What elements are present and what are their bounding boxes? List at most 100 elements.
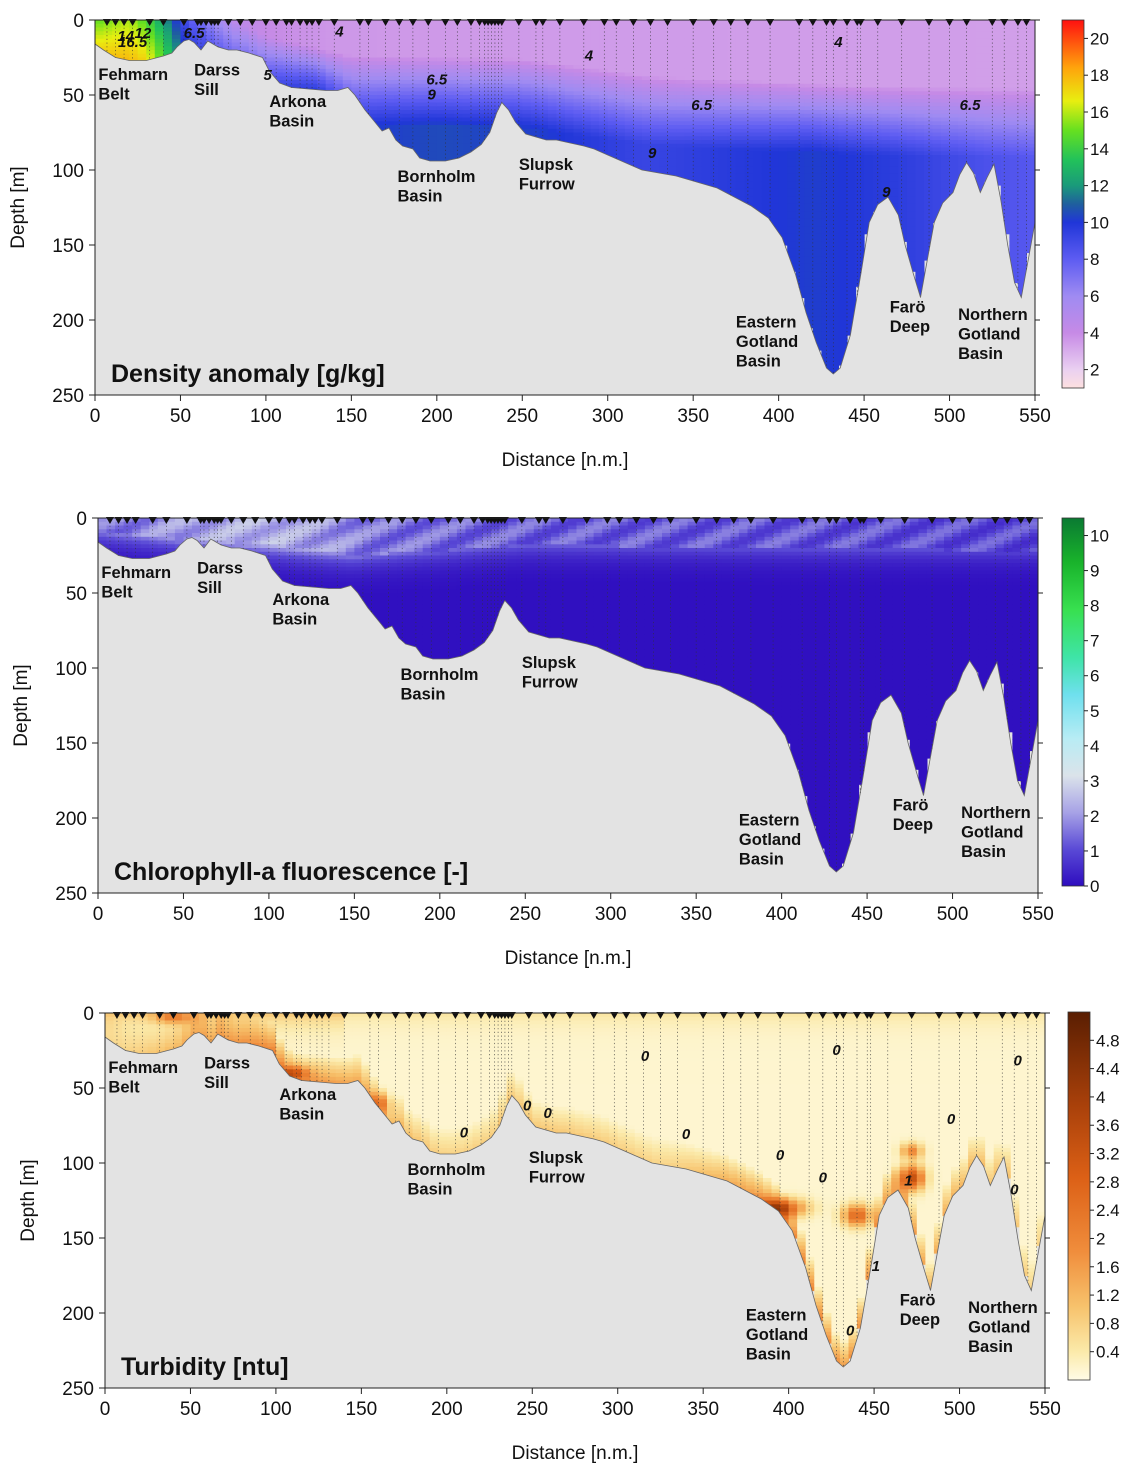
field-cell <box>479 31 489 36</box>
field-cell <box>633 140 643 145</box>
field-cell <box>915 113 925 119</box>
field-cell <box>889 76 899 81</box>
field-cell <box>932 117 942 122</box>
field-cell <box>847 72 857 77</box>
field-cell <box>812 61 822 66</box>
field-cell <box>795 286 805 291</box>
field-cell <box>804 241 814 246</box>
field-cell <box>915 252 925 257</box>
field-cell <box>872 132 882 137</box>
field-cell <box>889 177 899 182</box>
field-cell <box>829 173 839 179</box>
field-cell <box>855 83 865 89</box>
field-cell <box>411 121 421 126</box>
field-cell <box>932 132 942 137</box>
field-cell <box>855 35 865 40</box>
field-cell <box>590 76 600 81</box>
field-cell <box>1000 125 1010 130</box>
field-cell <box>701 140 711 145</box>
field-cell <box>103 31 113 36</box>
contour-label: 16.5 <box>118 34 148 51</box>
field-cell <box>243 525 253 530</box>
field-cell <box>402 72 412 77</box>
field-cell <box>667 87 677 92</box>
field-cell <box>821 342 831 347</box>
field-cell <box>385 91 395 96</box>
field-cell <box>274 61 284 66</box>
field-cell <box>889 155 899 160</box>
field-cell <box>388 540 398 545</box>
field-cell <box>522 61 532 66</box>
field-cell <box>821 155 831 160</box>
field-cell <box>735 61 745 66</box>
field-cell <box>345 544 355 549</box>
field-cell <box>684 91 694 96</box>
field-cell <box>342 31 352 36</box>
field-cell <box>286 578 296 583</box>
field-cell <box>659 147 669 152</box>
field-cell <box>328 585 338 590</box>
field-cell <box>761 95 771 100</box>
field-cell <box>812 185 822 190</box>
field-cell <box>992 80 1002 85</box>
field-cell <box>624 20 634 25</box>
field-cell <box>872 31 882 36</box>
field-cell <box>667 113 677 119</box>
field-cell <box>337 540 347 545</box>
field-cell <box>761 125 771 130</box>
field-cell <box>1000 188 1010 194</box>
field-cell <box>633 61 643 66</box>
field-cell <box>821 275 831 280</box>
field-cell <box>889 95 899 100</box>
field-cell <box>676 83 686 89</box>
field-cell <box>966 61 976 66</box>
field-cell <box>684 35 694 40</box>
field-cell <box>556 128 566 134</box>
field-cell <box>385 68 395 74</box>
field-cell <box>761 31 771 36</box>
field-cell <box>217 521 227 527</box>
field-cell <box>838 260 848 265</box>
field-cell <box>351 87 361 92</box>
field-cell <box>354 555 364 560</box>
field-cell <box>428 106 438 111</box>
field-cell <box>778 218 788 224</box>
field-cell <box>1017 132 1027 137</box>
field-cell <box>821 218 831 224</box>
field-cell <box>915 177 925 182</box>
field-cell <box>727 170 737 175</box>
field-cell <box>1026 65 1035 70</box>
field-cell <box>821 215 831 220</box>
field-cell <box>462 46 472 51</box>
region-label-line: Deep <box>890 318 930 336</box>
field-cell <box>283 61 293 66</box>
field-cell <box>1000 196 1010 201</box>
field-cell <box>889 106 899 111</box>
field-cell <box>419 80 429 85</box>
field-cell <box>1017 42 1027 47</box>
field-cell <box>804 237 814 242</box>
field-cell <box>795 151 805 156</box>
field-cell <box>311 544 321 549</box>
field-cell <box>693 57 703 62</box>
field-cell <box>599 98 609 104</box>
field-cell <box>923 207 933 212</box>
field-cell <box>906 128 916 134</box>
field-cell <box>209 533 219 538</box>
field-cell <box>710 140 720 145</box>
field-cell <box>701 162 711 167</box>
field-cell <box>804 207 814 212</box>
field-cell <box>693 151 703 156</box>
field-cell <box>958 72 968 77</box>
field-cell <box>838 316 848 321</box>
field-cell <box>889 72 899 77</box>
field-cell <box>565 35 575 40</box>
field-cell <box>308 65 318 70</box>
field-cell <box>744 196 754 201</box>
field-cell <box>1026 215 1035 220</box>
field-cell <box>419 95 429 100</box>
field-cell <box>1026 61 1035 66</box>
field-cell <box>530 27 540 32</box>
field-cell <box>667 155 677 160</box>
field-cell <box>354 540 364 545</box>
